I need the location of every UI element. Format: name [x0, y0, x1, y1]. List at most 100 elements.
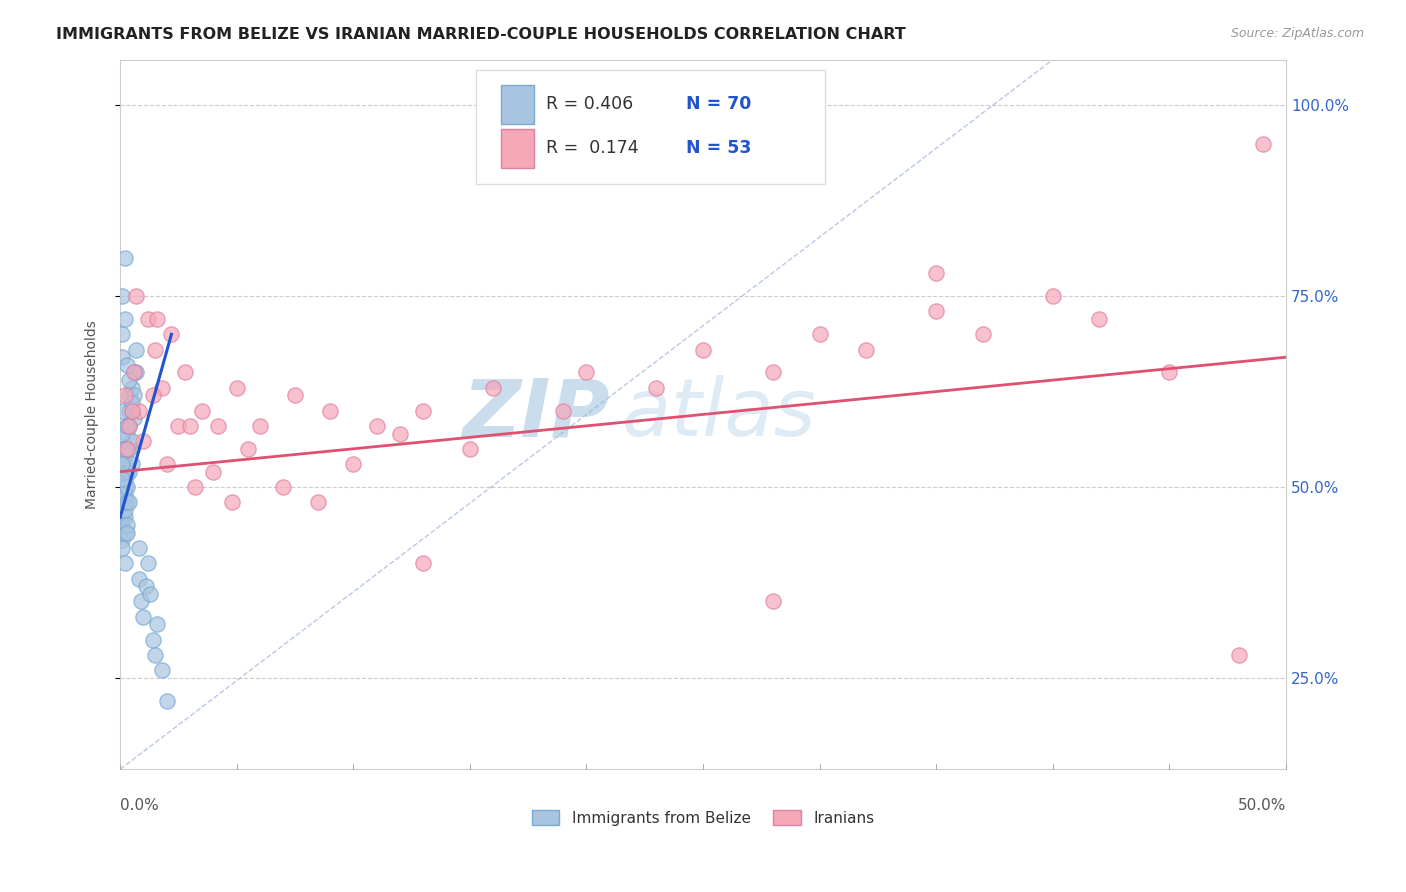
- Point: [284, 388, 307, 402]
- Point: [114, 450, 136, 464]
- Point: [150, 663, 173, 677]
- Point: [1088, 312, 1111, 326]
- Point: [121, 403, 143, 417]
- Point: [142, 388, 165, 402]
- Point: [111, 327, 134, 342]
- Point: [125, 289, 148, 303]
- Point: [128, 403, 150, 417]
- Point: [115, 495, 138, 509]
- Point: [136, 312, 159, 326]
- Point: [762, 366, 785, 380]
- Point: [184, 480, 207, 494]
- Text: 50.0%: 50.0%: [1237, 797, 1286, 813]
- Point: [111, 518, 134, 533]
- Point: [202, 465, 225, 479]
- Text: 0.0%: 0.0%: [120, 797, 159, 813]
- Point: [114, 503, 136, 517]
- Point: [1042, 289, 1064, 303]
- Point: [174, 366, 197, 380]
- Point: [458, 442, 481, 456]
- Point: [972, 327, 994, 342]
- Point: [143, 343, 166, 357]
- FancyBboxPatch shape: [475, 70, 825, 184]
- Point: [482, 381, 505, 395]
- Point: [125, 343, 148, 357]
- Point: [925, 266, 948, 280]
- Point: [114, 480, 136, 494]
- Point: [273, 480, 295, 494]
- Point: [114, 457, 136, 471]
- Point: [111, 442, 134, 456]
- Point: [114, 251, 136, 265]
- Point: [114, 556, 136, 570]
- Point: [114, 487, 136, 501]
- Point: [146, 312, 169, 326]
- Point: [111, 472, 134, 486]
- Point: [136, 556, 159, 570]
- Point: [1159, 366, 1181, 380]
- Point: [190, 403, 212, 417]
- Point: [111, 457, 134, 471]
- Point: [366, 418, 388, 433]
- Point: [128, 541, 150, 555]
- Point: [111, 541, 134, 555]
- Point: [553, 403, 575, 417]
- Point: [118, 418, 141, 433]
- Point: [122, 366, 145, 380]
- Point: [122, 366, 145, 380]
- Point: [115, 442, 138, 456]
- Text: R = 0.406: R = 0.406: [546, 95, 633, 113]
- Point: [115, 442, 138, 456]
- Point: [388, 426, 411, 441]
- Point: [855, 343, 877, 357]
- Point: [139, 587, 162, 601]
- Point: [118, 403, 141, 417]
- Point: [111, 350, 134, 364]
- Point: [121, 403, 143, 417]
- Point: [307, 495, 329, 509]
- Point: [111, 403, 134, 417]
- Point: [121, 434, 143, 449]
- Point: [125, 366, 148, 380]
- Point: [115, 525, 138, 540]
- Point: [111, 495, 134, 509]
- Point: [118, 465, 141, 479]
- Point: [115, 358, 138, 372]
- Point: [221, 495, 243, 509]
- Point: [114, 388, 136, 402]
- Point: [692, 343, 714, 357]
- Point: [111, 465, 134, 479]
- Point: [115, 426, 138, 441]
- Point: [122, 388, 145, 402]
- Point: [132, 434, 155, 449]
- Point: [114, 442, 136, 456]
- Point: [575, 366, 598, 380]
- Text: N = 70: N = 70: [686, 95, 751, 113]
- Point: [128, 572, 150, 586]
- Point: [118, 442, 141, 456]
- Point: [118, 495, 141, 509]
- Point: [118, 388, 141, 402]
- Point: [342, 457, 364, 471]
- FancyBboxPatch shape: [502, 85, 534, 124]
- Text: R =  0.174: R = 0.174: [546, 139, 638, 157]
- Point: [207, 418, 229, 433]
- FancyBboxPatch shape: [502, 128, 534, 168]
- Point: [1227, 648, 1250, 662]
- Point: [160, 327, 183, 342]
- Point: [645, 381, 668, 395]
- Point: [156, 457, 179, 471]
- Point: [114, 472, 136, 486]
- Point: [249, 418, 271, 433]
- Point: [111, 480, 134, 494]
- Point: [115, 480, 138, 494]
- Point: [114, 312, 136, 326]
- Point: [121, 457, 143, 471]
- Point: [150, 381, 173, 395]
- Point: [115, 418, 138, 433]
- Point: [121, 381, 143, 395]
- Point: [238, 442, 260, 456]
- Point: [225, 381, 247, 395]
- Point: [167, 418, 190, 433]
- Point: [114, 510, 136, 524]
